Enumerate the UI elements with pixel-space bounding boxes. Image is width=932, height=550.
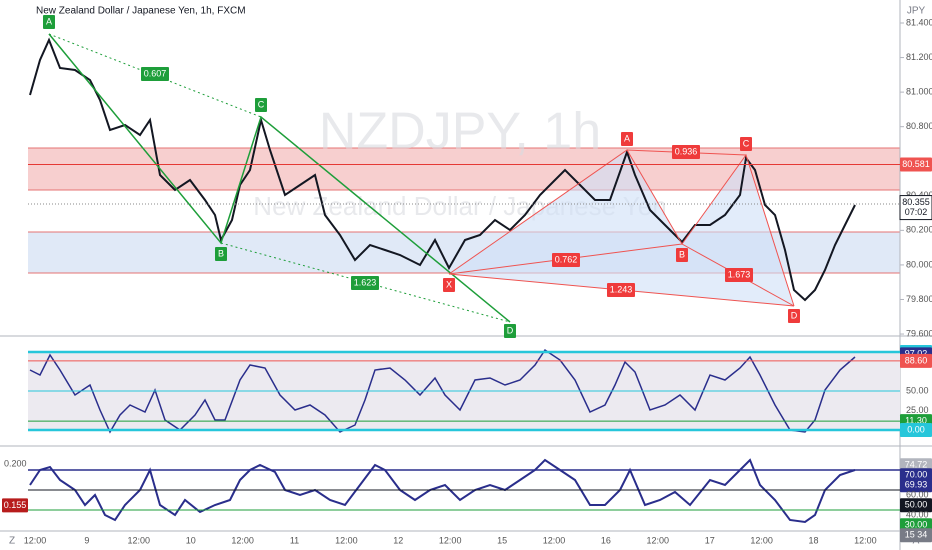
red-point: X: [446, 279, 452, 289]
green-point-bg: [504, 324, 516, 338]
last-price: 80.355: [902, 197, 930, 207]
green-point: B: [218, 248, 224, 258]
red-point-bg: [788, 309, 800, 323]
time-label: 18: [808, 535, 818, 545]
rsi-tick-label: 11.30: [905, 416, 927, 426]
red-point: B: [679, 249, 685, 259]
time-label: 12:00: [543, 535, 566, 545]
price-tick-label: 79.800: [906, 294, 932, 304]
stoch-tick-label-bg: [900, 478, 932, 493]
time-label: 16: [601, 535, 611, 545]
rsi-tick-label: 88.60: [905, 355, 928, 365]
left-tick-label-bg: [2, 498, 28, 513]
rsi-tick-label-bg: [900, 423, 932, 437]
green-point: A: [46, 16, 52, 26]
corner-right: A: [913, 536, 920, 547]
rsi-tick-label: 0.00: [907, 424, 925, 434]
red-pattern-fill: [449, 150, 794, 306]
red-point: A: [624, 133, 630, 143]
red-ratio-bg: [607, 283, 635, 297]
price-tick-label: 79.600: [906, 328, 932, 338]
green-ratio-bg: [141, 67, 169, 81]
rsi-tick-label-bg: [900, 353, 932, 368]
red-point-bg: [621, 132, 633, 146]
time-label: 12:00: [231, 535, 254, 545]
time-label: 12:00: [24, 535, 47, 545]
stoch-line: [29, 458, 856, 524]
price-tick-label: 80.800: [906, 121, 932, 131]
time-label: 9: [84, 535, 89, 545]
stoch-tick-label: 69.93: [905, 480, 928, 490]
green-point-bg: [255, 98, 267, 112]
red-point-bg: [443, 278, 455, 292]
red-point: D: [791, 310, 798, 320]
red-ratio-bg: [672, 145, 700, 159]
time-label: 12:00: [335, 535, 358, 545]
green-pattern: [48, 33, 511, 323]
last-price-bg: [899, 195, 932, 221]
rsi-line: [29, 348, 856, 434]
price-tick-label: 81.000: [906, 86, 932, 96]
time-label: 11: [290, 535, 299, 545]
green-point: D: [507, 325, 514, 335]
stoch-tick-label: 15.34: [905, 530, 928, 540]
green-ratio: 0.607: [144, 68, 167, 78]
currency: JPY: [907, 6, 926, 17]
price-tick-label: 81.400: [906, 17, 932, 27]
countdown: 07:02: [905, 207, 928, 217]
watermark: NZDJPY, 1h: [319, 103, 601, 161]
rsi-tick-label: 25.00: [906, 405, 929, 415]
corner-left: Z: [9, 536, 15, 547]
red-ratio-bg: [552, 253, 580, 267]
rsi-tick-label: 97.02: [905, 349, 928, 359]
time-label: 12:00: [750, 535, 773, 545]
stoch-tick-label: 70.00: [905, 470, 928, 480]
left-tick-label: 0.155: [4, 500, 27, 510]
price-tick-label: 81.200: [906, 52, 932, 62]
stoch-tick-label: 60.00: [906, 490, 929, 500]
green-ratio-bg: [351, 276, 379, 290]
red-ratio: 0.762: [555, 254, 578, 264]
rsi-tick-label: 50.00: [906, 385, 929, 395]
left-tick-label: 0.200: [4, 458, 27, 468]
stoch-tick-label-bg: [900, 528, 932, 543]
stoch-tick-label-bg: [900, 498, 932, 513]
stoch-tick-label: 74.72: [905, 460, 928, 470]
red-point-bg: [740, 137, 752, 151]
red-point: C: [743, 138, 750, 148]
red-ratio-bg: [725, 268, 753, 282]
time-label: 12:00: [439, 535, 462, 545]
price-tick-label: 80.000: [906, 259, 932, 269]
time-label: 12: [393, 535, 403, 545]
layer: 81.40081.20081.00080.80080.40080.20080.0…: [2, 15, 932, 545]
green-point-bg: [215, 247, 227, 261]
red-ratio: 0.936: [675, 146, 698, 156]
chart-title: New Zealand Dollar / Japanese Yen, 1h, F…: [36, 6, 246, 17]
time-label: 12:00: [128, 535, 151, 545]
red-point-bg: [676, 248, 688, 262]
level-label-bg: [900, 157, 932, 172]
stoch-tick-label: 30.00: [905, 520, 928, 530]
time-label: 15: [497, 535, 507, 545]
red-ratio: 1.243: [610, 284, 633, 294]
time-label: 10: [186, 535, 196, 545]
time-label: 12:00: [854, 535, 877, 545]
red-ratio: 1.673: [728, 269, 751, 279]
time-label: 17: [705, 535, 715, 545]
green-point: C: [258, 99, 265, 109]
stoch-tick-label: 40.00: [906, 510, 929, 520]
green-point-bg: [43, 15, 55, 29]
stoch-tick-label: 50.00: [905, 500, 928, 510]
green-ratio: 1.623: [354, 277, 377, 287]
level-label: 80.581: [902, 159, 930, 169]
price-tick-label: 80.200: [906, 225, 932, 235]
time-label: 12:00: [647, 535, 670, 545]
